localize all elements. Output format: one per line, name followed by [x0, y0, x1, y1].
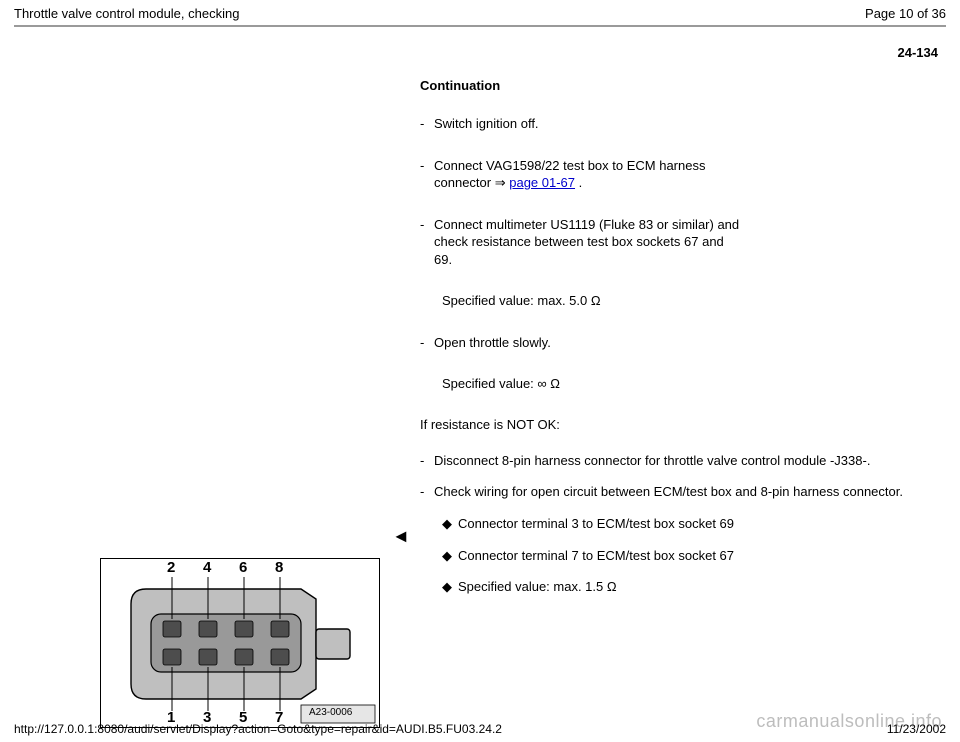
- figure-frame: 2 4 6 8 1 3 5 7 A23-0006: [100, 558, 380, 728]
- header-title: Throttle valve control module, checking: [14, 6, 239, 21]
- bullet-dash: -: [420, 115, 434, 133]
- connector-figure: 2 4 6 8 1 3 5 7 A23-0006: [100, 558, 380, 728]
- step-item: - Switch ignition off.: [420, 115, 740, 133]
- ohm-symbol: Ω: [547, 376, 560, 391]
- procedure-column-wide: - Disconnect 8-pin harness connector for…: [420, 452, 930, 596]
- sub-bullet-text: Connector terminal 3 to ECM/test box soc…: [458, 515, 734, 533]
- step-item: - Connect VAG1598/22 test box to ECM har…: [420, 157, 740, 192]
- page-footer: http://127.0.0.1:8080/audi/servlet/Displ…: [14, 722, 946, 736]
- step-text-after: .: [575, 175, 582, 190]
- spec-text: Specified value: max. 1.5: [458, 579, 607, 594]
- ohm-symbol: Ω: [591, 293, 601, 308]
- sub-bullet-text: Specified value: max. 1.5 Ω: [458, 578, 617, 596]
- step-text: Switch ignition off.: [434, 115, 740, 133]
- specified-value: Specified value: max. 5.0 Ω: [442, 292, 740, 310]
- bullet-dash: -: [420, 334, 434, 352]
- step-text: Connect VAG1598/22 test box to ECM harne…: [434, 157, 740, 192]
- connector-svg: [101, 559, 379, 727]
- figure-ref: A23-0006: [309, 707, 352, 718]
- pin-label-top: 6: [239, 559, 247, 576]
- step-item: - Check wiring for open circuit between …: [420, 483, 930, 501]
- step-text: Connect multimeter US1119 (Fluke 83 or s…: [434, 216, 740, 269]
- spec-text: Specified value:: [442, 376, 537, 391]
- bullet-dash: -: [420, 157, 434, 192]
- section-page-ref: 24-134: [0, 27, 960, 60]
- content-area: Continuation - Switch ignition off. - Co…: [0, 60, 960, 596]
- link-arrow-icon: ⇒: [495, 175, 506, 190]
- step-text: Open throttle slowly.: [434, 334, 740, 352]
- sub-bullet-text: Connector terminal 7 to ECM/test box soc…: [458, 547, 734, 565]
- bullet-dash: -: [420, 216, 434, 269]
- figure-pointer-icon: ◄: [392, 526, 410, 547]
- specified-value: Specified value: ∞ Ω: [442, 375, 740, 393]
- ohm-symbol: Ω: [607, 579, 617, 594]
- section-heading: Continuation: [420, 78, 740, 93]
- pin-label-top: 2: [167, 559, 175, 576]
- page-link[interactable]: page 01-67: [509, 175, 575, 190]
- page-header: Throttle valve control module, checking …: [0, 0, 960, 25]
- step-text: Check wiring for open circuit between EC…: [434, 483, 930, 501]
- bullet-dash: -: [420, 452, 434, 470]
- header-page-indicator: Page 10 of 36: [865, 6, 946, 21]
- bullet-diamond-icon: ◆: [442, 515, 458, 533]
- sub-bullet-item: ◆ Specified value: max. 1.5 Ω: [442, 578, 930, 596]
- footer-date: 11/23/2002: [887, 722, 946, 736]
- procedure-column-narrow: Continuation - Switch ignition off. - Co…: [420, 78, 740, 432]
- step-text: Disconnect 8-pin harness connector for t…: [434, 452, 930, 470]
- step-item: - Open throttle slowly.: [420, 334, 740, 352]
- sub-bullet-item: ◆ Connector terminal 7 to ECM/test box s…: [442, 547, 930, 565]
- bullet-diamond-icon: ◆: [442, 547, 458, 565]
- step-item: - Disconnect 8-pin harness connector for…: [420, 452, 930, 470]
- sub-bullet-item: ◆ Connector terminal 3 to ECM/test box s…: [442, 515, 930, 533]
- condition-line: If resistance is NOT OK:: [420, 417, 740, 432]
- bullet-dash: -: [420, 483, 434, 501]
- spec-text: Specified value: max. 5.0: [442, 293, 591, 308]
- step-item: - Connect multimeter US1119 (Fluke 83 or…: [420, 216, 740, 269]
- bullet-diamond-icon: ◆: [442, 578, 458, 596]
- pin-label-top: 4: [203, 559, 211, 576]
- infinity-symbol: ∞: [537, 376, 546, 391]
- pin-label-top: 8: [275, 559, 283, 576]
- footer-url: http://127.0.0.1:8080/audi/servlet/Displ…: [14, 722, 502, 736]
